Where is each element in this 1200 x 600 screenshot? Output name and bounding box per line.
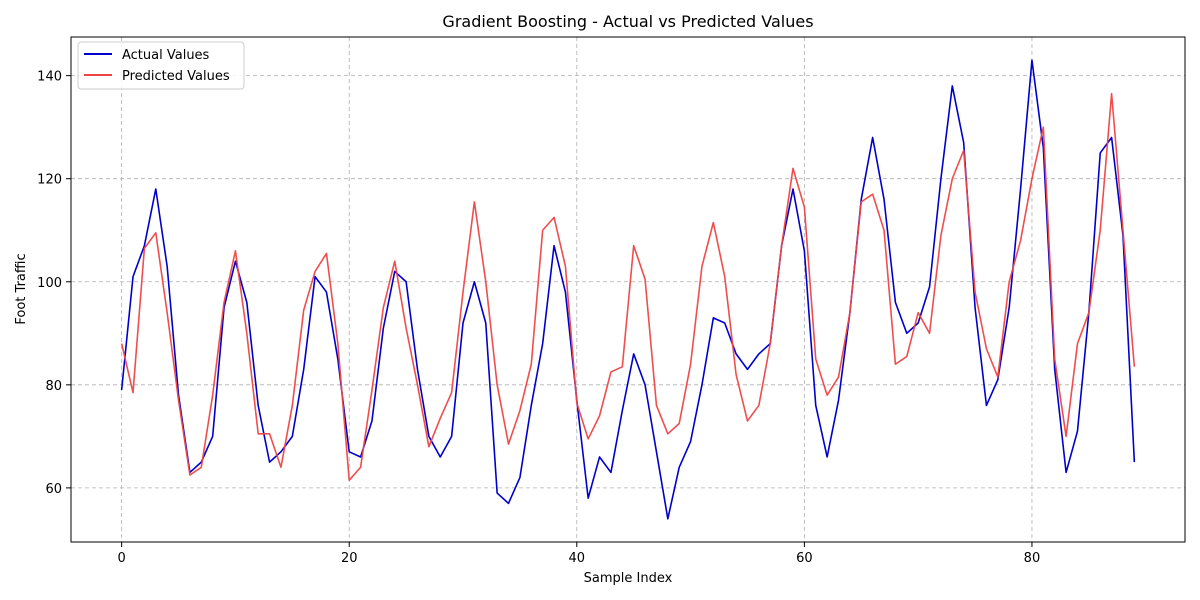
- x-axis-label: Sample Index: [584, 571, 673, 586]
- chart-title: Gradient Boosting - Actual vs Predicted …: [442, 12, 813, 31]
- y-tick-label: 140: [37, 70, 62, 85]
- x-tick-label: 40: [569, 551, 586, 566]
- x-tick-label: 80: [1024, 551, 1041, 566]
- y-axis-label: Foot Traffic: [14, 253, 29, 324]
- x-tick-label: 0: [117, 551, 125, 566]
- predicted-values-line: [120, 92, 1136, 481]
- y-tick-label: 60: [45, 482, 62, 497]
- y-tick-label: 120: [37, 173, 62, 188]
- plot-frame: [70, 36, 1186, 543]
- legend-box: [77, 41, 245, 90]
- x-tick-label: 60: [796, 551, 813, 566]
- y-tick-label: 100: [37, 276, 62, 291]
- x-axis-ticks: 0 20 40 60 80: [117, 542, 1040, 566]
- y-tick-label: 80: [45, 379, 62, 394]
- legend: Actual Values Predicted Values: [77, 41, 245, 90]
- legend-label-actual: Actual Values: [122, 48, 210, 63]
- x-tick-label: 20: [341, 551, 358, 566]
- legend-label-predicted: Predicted Values: [122, 69, 230, 84]
- y-axis-ticks: 60 80 100 120 140: [37, 70, 71, 497]
- series-lines: [120, 59, 1136, 520]
